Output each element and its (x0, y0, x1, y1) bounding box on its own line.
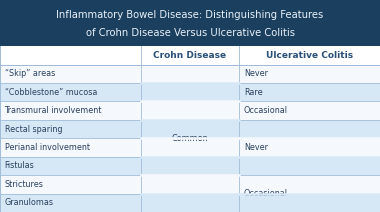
Bar (0, 138, 380, 157)
Text: Perianal involvement: Perianal involvement (5, 143, 90, 152)
Bar (0, 102, 380, 120)
Text: Occasional: Occasional (244, 106, 288, 115)
Text: Never: Never (244, 69, 268, 78)
Text: Inflammatory Bowel Disease: Distinguishing Features: Inflammatory Bowel Disease: Distinguishi… (56, 11, 324, 21)
Bar (0, 0, 380, 46)
Bar (0, 83, 380, 102)
Text: Fistulas: Fistulas (5, 162, 34, 170)
Bar (0, 194, 380, 212)
Bar (0, 46, 380, 65)
Text: Rare: Rare (244, 88, 263, 97)
Text: Crohn Disease: Crohn Disease (154, 51, 226, 60)
Bar (0, 65, 380, 83)
Text: “Skip” areas: “Skip” areas (5, 69, 55, 78)
Text: Strictures: Strictures (5, 180, 43, 189)
Text: Common: Common (172, 134, 208, 143)
Text: Occasional: Occasional (244, 189, 288, 198)
Text: Never: Never (244, 143, 268, 152)
Text: Rectal sparing: Rectal sparing (5, 125, 62, 134)
Bar (0, 46, 380, 212)
Text: “Cobblestone” mucosa: “Cobblestone” mucosa (5, 88, 97, 97)
Bar (0, 157, 380, 175)
Text: Granulomas: Granulomas (5, 198, 54, 207)
Bar (0, 175, 380, 194)
Text: Ulcerative Colitis: Ulcerative Colitis (266, 51, 353, 60)
Text: of Crohn Disease Versus Ulcerative Colitis: of Crohn Disease Versus Ulcerative Colit… (86, 28, 294, 38)
Text: Transmural involvement: Transmural involvement (5, 106, 102, 115)
Bar (0, 120, 380, 138)
